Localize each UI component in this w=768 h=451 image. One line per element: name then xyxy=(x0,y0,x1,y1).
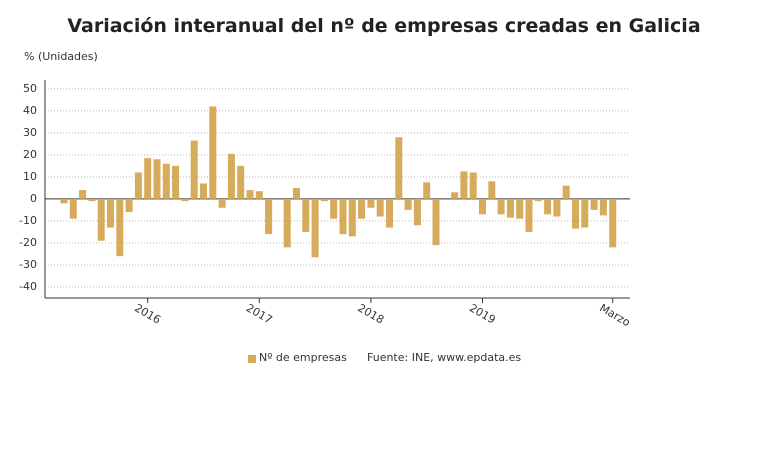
x-tick-label: 2016 xyxy=(132,301,163,326)
source: Fuente: INE, www.epdata.es xyxy=(367,351,521,364)
bar xyxy=(153,159,161,199)
x-tick-label: 2018 xyxy=(355,301,386,326)
bar xyxy=(413,198,421,226)
bar xyxy=(497,198,505,215)
bar xyxy=(79,190,87,199)
bar xyxy=(506,198,514,218)
bar xyxy=(386,198,393,228)
chart-title: Variación interanual del nº de empresas … xyxy=(67,15,700,37)
bar xyxy=(525,198,533,232)
y-tick-label: 50 xyxy=(23,82,37,95)
bar xyxy=(395,137,403,199)
x-tick-label: Marzo xyxy=(597,301,633,329)
bar xyxy=(172,165,180,199)
y-tick-label: 10 xyxy=(23,170,37,183)
bar xyxy=(460,171,468,199)
bar xyxy=(376,198,384,217)
bar xyxy=(339,198,347,235)
bar xyxy=(60,198,68,204)
bar xyxy=(404,198,412,210)
y-tick-label: 40 xyxy=(23,104,37,117)
bar xyxy=(88,198,96,202)
bar xyxy=(190,140,198,199)
x-tick-label: 2019 xyxy=(467,301,498,326)
bar xyxy=(330,198,338,219)
y-tick-label: -30 xyxy=(19,258,37,271)
bar xyxy=(134,172,142,199)
y-tick-label: 30 xyxy=(23,126,37,139)
bar xyxy=(432,198,440,246)
bar xyxy=(581,198,589,228)
bar xyxy=(572,198,579,229)
bar xyxy=(293,187,300,199)
bar xyxy=(97,198,105,241)
bar xyxy=(302,198,310,232)
bar xyxy=(358,198,366,219)
bar xyxy=(218,198,226,208)
y-tick-label: 20 xyxy=(23,148,37,161)
bar xyxy=(609,198,617,248)
bar xyxy=(200,183,207,199)
bar xyxy=(553,198,561,217)
bar xyxy=(534,198,542,202)
bar xyxy=(181,198,189,202)
legend-swatch xyxy=(248,355,256,363)
x-tick-label: 2017 xyxy=(244,301,275,326)
bar xyxy=(451,192,459,199)
bar xyxy=(144,158,152,199)
bar xyxy=(237,165,245,199)
bar xyxy=(255,191,263,199)
y-axis-label: % (Unidades) xyxy=(24,50,98,63)
bar xyxy=(162,163,170,199)
y-tick-label: -10 xyxy=(19,214,37,227)
bar xyxy=(69,198,77,219)
bar xyxy=(516,198,524,219)
bar xyxy=(311,198,319,258)
bar xyxy=(423,182,431,199)
bar xyxy=(265,198,273,235)
bar xyxy=(599,198,607,216)
bar xyxy=(479,198,486,215)
bar xyxy=(209,106,217,199)
bar xyxy=(283,198,291,248)
bar xyxy=(116,198,124,257)
bar xyxy=(125,198,133,213)
bar xyxy=(488,181,496,199)
bar xyxy=(227,153,235,199)
bar xyxy=(246,190,254,199)
y-tick-label: -40 xyxy=(19,280,37,293)
bar xyxy=(590,198,598,210)
y-tick-label: -20 xyxy=(19,236,37,249)
legend-label: Nº de empresas xyxy=(259,351,347,364)
bar xyxy=(562,185,570,199)
bar xyxy=(348,198,356,237)
bar xyxy=(367,198,375,208)
bar xyxy=(107,198,114,228)
bar xyxy=(544,198,552,215)
bar xyxy=(469,172,477,199)
bar xyxy=(320,198,328,202)
y-tick-label: 0 xyxy=(30,192,37,205)
